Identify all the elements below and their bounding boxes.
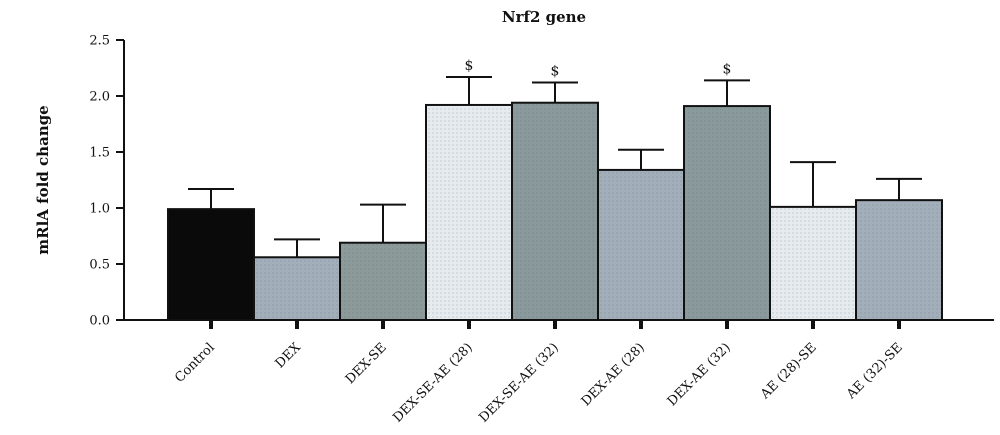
bar-texture	[513, 103, 597, 319]
significance-markers: $ $ $	[465, 58, 732, 80]
bars	[167, 101, 943, 322]
y-axis: 0.0 0.5 1.0 1.5 2.0 2.5	[89, 34, 125, 329]
y-axis-label: mRlA fold change	[34, 105, 52, 254]
bar-texture	[771, 207, 855, 319]
y-tick-label: 1.5	[89, 146, 110, 161]
y-tick-label: 2.5	[89, 34, 110, 49]
y-tick-label: 1.0	[89, 202, 110, 217]
y-tick-label: 2.0	[89, 90, 110, 105]
x-tick-label: AE (28)-SE	[757, 340, 820, 403]
y-tick-label: 0.0	[89, 314, 110, 329]
x-tick-label: DEX-AE (28)	[579, 340, 648, 409]
chart-title: Nrf2 gene	[502, 8, 586, 26]
bar-texture	[857, 201, 941, 319]
bar-texture	[341, 243, 425, 319]
x-tick-label: DEX-SE	[343, 340, 390, 387]
x-axis: Control DEX DEX-SE DEX-SE-AE (28) DEX-SE-AE …	[124, 319, 994, 426]
significance-marker: $	[465, 58, 474, 74]
x-tick-label: DEX-SE-AE (32)	[476, 340, 561, 425]
x-tick-label: DEX-SE-AE (28)	[390, 340, 475, 425]
bar-texture	[427, 105, 511, 320]
x-tick-label: DEX-AE (32)	[665, 340, 734, 409]
bar-texture	[599, 170, 683, 319]
significance-marker: $	[551, 64, 560, 80]
y-tick-label: 0.5	[89, 258, 110, 273]
bar-texture	[255, 258, 339, 319]
x-tick-label: Control	[172, 340, 218, 386]
bar	[167, 208, 255, 321]
significance-marker: $	[723, 61, 732, 77]
bar-texture	[685, 107, 769, 319]
x-tick-label: DEX	[273, 340, 305, 372]
error-bars	[188, 75, 922, 258]
x-tick-label: AE (32)-SE	[843, 340, 906, 403]
